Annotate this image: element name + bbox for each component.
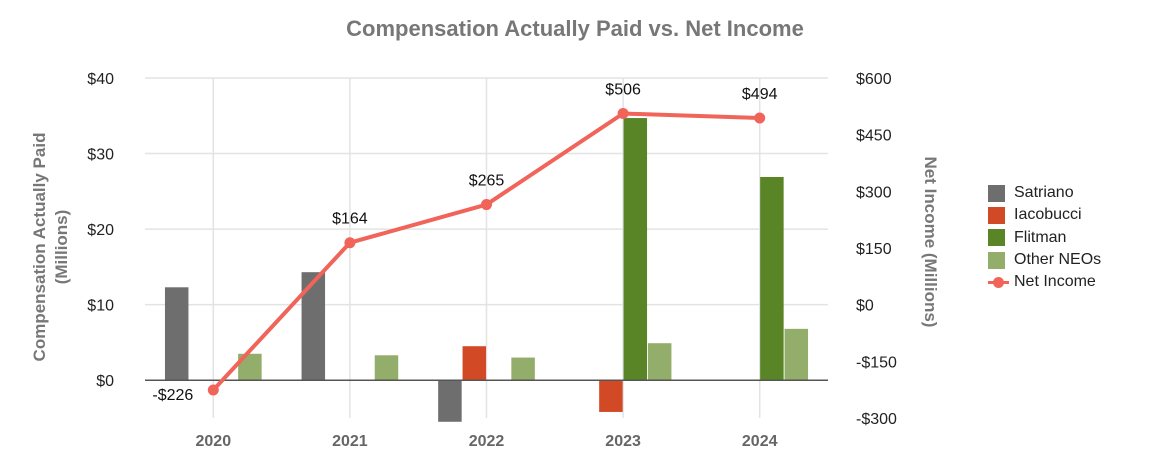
x-tick-label: 2020	[196, 433, 232, 450]
legend-swatch-other-neos	[988, 251, 1005, 269]
legend-swatch-flitman	[988, 229, 1005, 247]
bar-iacobucci	[462, 346, 487, 381]
x-tick-label: 2021	[332, 433, 368, 450]
legend-item-satriano: Satriano	[988, 182, 1101, 204]
left-axis-title-line2: (Millions)	[52, 210, 71, 285]
net-income-line: -$226 $164 $265 $506 $494	[152, 82, 777, 405]
bar-flitman	[623, 118, 648, 381]
bar-other-neos	[784, 328, 809, 381]
net-income-point	[481, 199, 492, 211]
legend-swatch-iacobucci	[988, 206, 1005, 224]
axis-ticks: $0 $10 $20 $30 $40 2020 2021 2022 2023 2024 -$300 -…	[87, 71, 897, 450]
bar-other-neos	[511, 357, 535, 381]
legend-item-iacobucci: Iacobucci	[988, 204, 1101, 226]
bar-other-neos	[238, 353, 262, 381]
bar-satriano	[164, 287, 189, 381]
net-income-point	[207, 384, 219, 396]
bar-satriano	[301, 272, 326, 381]
net-income-point	[344, 237, 356, 249]
legend-label-satriano: Satriano	[1014, 184, 1074, 202]
right-tick-label: $600	[856, 71, 892, 88]
net-income-data-label: $164	[332, 211, 368, 228]
right-tick-label: $150	[856, 241, 892, 258]
left-tick-label: $20	[87, 222, 114, 239]
left-tick-label: $10	[87, 298, 114, 315]
right-tick-label: -$150	[856, 354, 897, 371]
gridlines	[145, 77, 828, 418]
net-income-point	[754, 112, 766, 124]
right-axis-title: Net Income (Millions)	[921, 157, 940, 328]
bars	[164, 118, 809, 422]
legend-label-net-income: Net Income	[1014, 273, 1096, 291]
left-axis-title-line1: Compensation Actually Paid	[30, 133, 49, 362]
right-tick-label: $0	[856, 298, 874, 315]
bar-other-neos	[647, 343, 672, 381]
left-tick-label: $0	[96, 373, 114, 390]
right-tick-label: $300	[856, 184, 892, 201]
bar-flitman	[760, 176, 784, 381]
legend-label-other-neos: Other NEOs	[1014, 251, 1102, 269]
chart-title: Compensation Actually Paid vs. Net Incom…	[346, 16, 804, 41]
left-tick-label: $30	[87, 147, 114, 164]
x-tick-label: 2023	[605, 433, 641, 450]
legend-label-iacobucci: Iacobucci	[1014, 206, 1082, 224]
legend-item-flitman: Flitman	[988, 227, 1101, 249]
net-income-data-label: $506	[605, 82, 641, 99]
legend-item-other-neos: Other NEOs	[988, 249, 1101, 271]
bar-iacobucci	[599, 380, 623, 412]
x-tick-label: 2022	[469, 433, 505, 450]
left-tick-label: $40	[87, 71, 114, 88]
legend-item-net-income: Net Income	[988, 271, 1101, 293]
bar-satriano	[438, 380, 462, 422]
legend-label-flitman: Flitman	[1014, 228, 1067, 246]
x-tick-label: 2024	[742, 433, 778, 450]
net-income-data-label: $494	[742, 86, 778, 103]
bar-other-neos	[374, 355, 399, 381]
right-tick-label: $450	[856, 128, 892, 145]
net-income-point	[617, 108, 629, 120]
legend: Satriano Iacobucci Flitman Other NEOs Ne…	[988, 182, 1101, 293]
legend-swatch-net-income	[988, 275, 1009, 289]
net-income-data-label: $265	[469, 173, 505, 190]
legend-swatch-satriano	[988, 184, 1005, 202]
net-income-data-label: -$226	[152, 387, 193, 404]
right-tick-label: -$300	[856, 411, 897, 428]
